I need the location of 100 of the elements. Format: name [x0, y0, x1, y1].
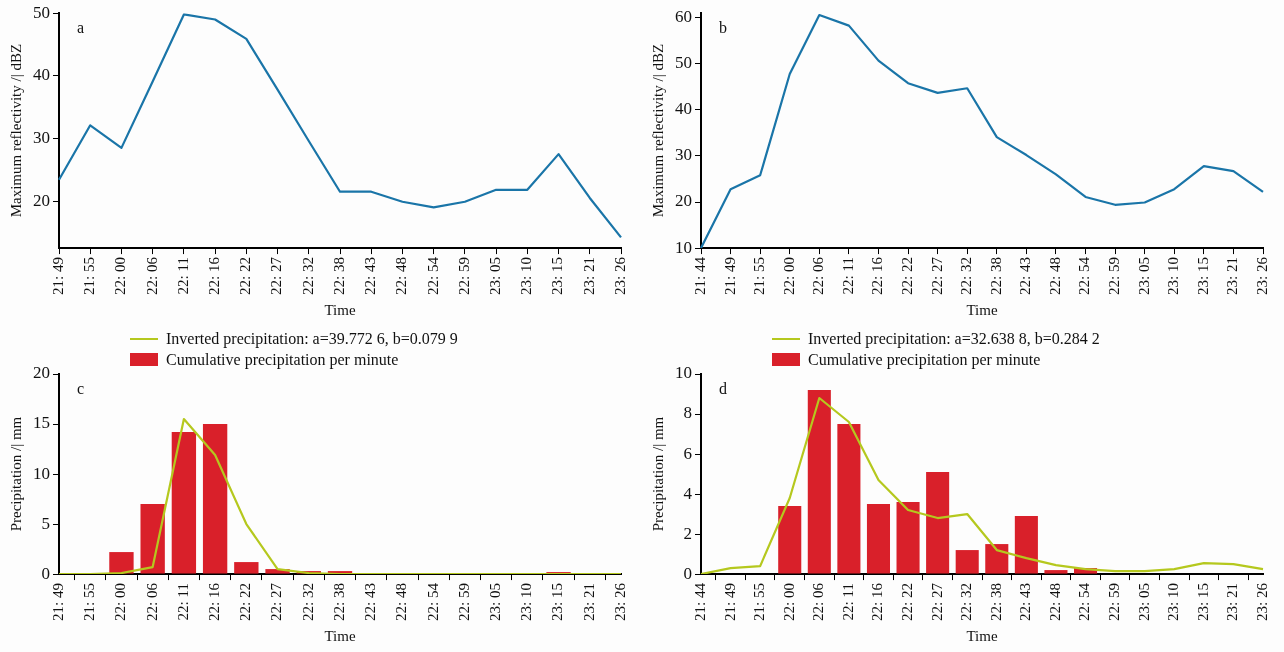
legend-label: Cumulative precipitation per minute — [166, 350, 399, 370]
y-tick-label: 10 — [33, 463, 50, 483]
x-tick-label: 22: 32 — [299, 583, 316, 621]
x-tick-label: 22: 59 — [1106, 583, 1123, 621]
x-tick-label: 23: 21 — [1224, 257, 1241, 295]
annotation: d — [719, 380, 727, 398]
x-tick-label: 23: 21 — [1224, 583, 1241, 621]
y-axis-title: Maximum reflectivity /| dBZ — [7, 43, 24, 218]
x-tick-label: 22: 22 — [898, 583, 915, 621]
annotation: c — [77, 380, 85, 398]
y-tick-label: 30 — [33, 127, 50, 147]
x-tick-label: 22: 22 — [237, 583, 254, 621]
x-tick-label: 22: 32 — [958, 257, 975, 295]
x-tick-label: 22: 27 — [268, 582, 285, 621]
x-tick-label: 23: 10 — [518, 583, 535, 621]
x-tick-label: 22: 38 — [987, 583, 1004, 621]
x-tick-label: 22: 59 — [1106, 257, 1123, 295]
y-tick-label: 20 — [33, 190, 50, 210]
x-tick-label: 23: 05 — [1135, 257, 1152, 295]
x-tick-label: 21: 44 — [691, 256, 708, 295]
x-tick-label: 22: 06 — [810, 256, 827, 295]
x-tick-label: 23: 10 — [1165, 257, 1182, 295]
x-tick-label: 21: 55 — [751, 583, 768, 621]
y-tick-label: 10 — [675, 237, 692, 257]
x-tick-label: 22: 43 — [362, 583, 379, 621]
x-tick-label: 23: 26 — [611, 256, 628, 295]
x-tick-label: 22: 27 — [928, 582, 945, 621]
x-tick-label: 21: 49 — [721, 257, 738, 295]
y-tick-label: 60 — [675, 7, 692, 27]
x-tick-label: 21: 55 — [751, 257, 768, 295]
x-axis-title: Time — [966, 627, 998, 644]
x-tick-label: 22: 27 — [268, 256, 285, 295]
y-tick-label: 0 — [683, 563, 692, 583]
bar — [234, 562, 259, 574]
y-tick-label: 20 — [675, 191, 692, 211]
y-tick-label: 30 — [675, 145, 692, 165]
x-tick-label: 21: 44 — [691, 582, 708, 621]
legend-label: Cumulative precipitation per minute — [808, 350, 1041, 370]
x-tick-label: 22: 22 — [898, 257, 915, 295]
x-tick-label: 22: 16 — [869, 582, 886, 621]
y-axis-title: Maximum reflectivity /| dBZ — [649, 43, 666, 218]
bar — [202, 424, 228, 574]
y-axis-title: Precipitation /| mm — [7, 416, 24, 532]
x-tick-label: 22: 22 — [237, 257, 254, 295]
x-tick-label: 23: 26 — [1253, 256, 1270, 295]
x-tick-label: 22: 16 — [206, 582, 223, 621]
x-tick-label: 22: 43 — [1017, 257, 1034, 295]
x-tick-label: 22: 00 — [780, 583, 797, 621]
annotation: a — [77, 19, 85, 37]
x-tick-label: 22: 27 — [928, 256, 945, 295]
y-tick-label: 8 — [683, 403, 692, 423]
x-tick-label: 22: 48 — [393, 257, 410, 295]
x-tick-label: 22: 48 — [393, 583, 410, 621]
x-axis-title: Time — [324, 301, 356, 318]
bar — [926, 472, 950, 574]
x-tick-label: 22: 06 — [143, 256, 160, 295]
bar — [807, 390, 831, 574]
legend-label: Inverted precipitation: a=39.772 6, b=0.079 9 — [166, 329, 458, 349]
x-tick-label: 22: 38 — [330, 257, 347, 295]
x-tick-label: 23: 05 — [1135, 583, 1152, 621]
y-tick-label: 50 — [33, 2, 50, 22]
bar — [109, 552, 134, 574]
x-tick-label: 22: 32 — [958, 583, 975, 621]
x-tick-label: 23: 21 — [580, 583, 597, 621]
x-tick-label: 23: 10 — [518, 257, 535, 295]
x-tick-label: 22: 11 — [174, 257, 191, 295]
y-tick-label: 2 — [683, 523, 692, 543]
y-tick-label: 40 — [33, 65, 50, 85]
x-tick-label: 21: 49 — [721, 583, 738, 621]
x-tick-label: 22: 43 — [1017, 583, 1034, 621]
bar — [171, 432, 197, 574]
y-axis-title: Precipitation /| mm — [649, 416, 666, 532]
x-tick-label: 22: 00 — [112, 583, 129, 621]
y-tick-label: 20 — [33, 363, 50, 383]
y-tick-label: 40 — [675, 99, 692, 119]
x-tick-label: 22: 48 — [1046, 257, 1063, 295]
y-tick-label: 5 — [41, 513, 50, 533]
annotation: b — [719, 19, 727, 37]
bar — [140, 504, 165, 574]
x-tick-label: 22: 54 — [1076, 256, 1093, 295]
bar — [1014, 516, 1038, 574]
x-tick-label: 22: 11 — [839, 257, 856, 295]
x-tick-label: 22: 54 — [1076, 582, 1093, 621]
y-tick-label: 15 — [33, 413, 50, 433]
x-tick-label: 23: 15 — [549, 257, 566, 295]
y-tick-label: 10 — [675, 363, 692, 383]
y-tick-label: 6 — [683, 443, 692, 463]
y-tick-label: 50 — [675, 53, 692, 73]
bar — [985, 544, 1009, 574]
x-tick-label: 22: 16 — [206, 256, 223, 295]
bar — [778, 506, 802, 574]
x-tick-label: 22: 48 — [1046, 583, 1063, 621]
x-tick-label: 23: 26 — [611, 582, 628, 621]
bar — [1044, 570, 1068, 574]
x-tick-label: 22: 06 — [143, 582, 160, 621]
x-tick-label: 22: 00 — [112, 257, 129, 295]
x-tick-label: 23: 05 — [487, 257, 504, 295]
legend-label: Inverted precipitation: a=32.638 8, b=0.284 2 — [808, 329, 1100, 349]
x-tick-label: 22: 38 — [987, 257, 1004, 295]
x-tick-label: 21: 49 — [49, 257, 66, 295]
